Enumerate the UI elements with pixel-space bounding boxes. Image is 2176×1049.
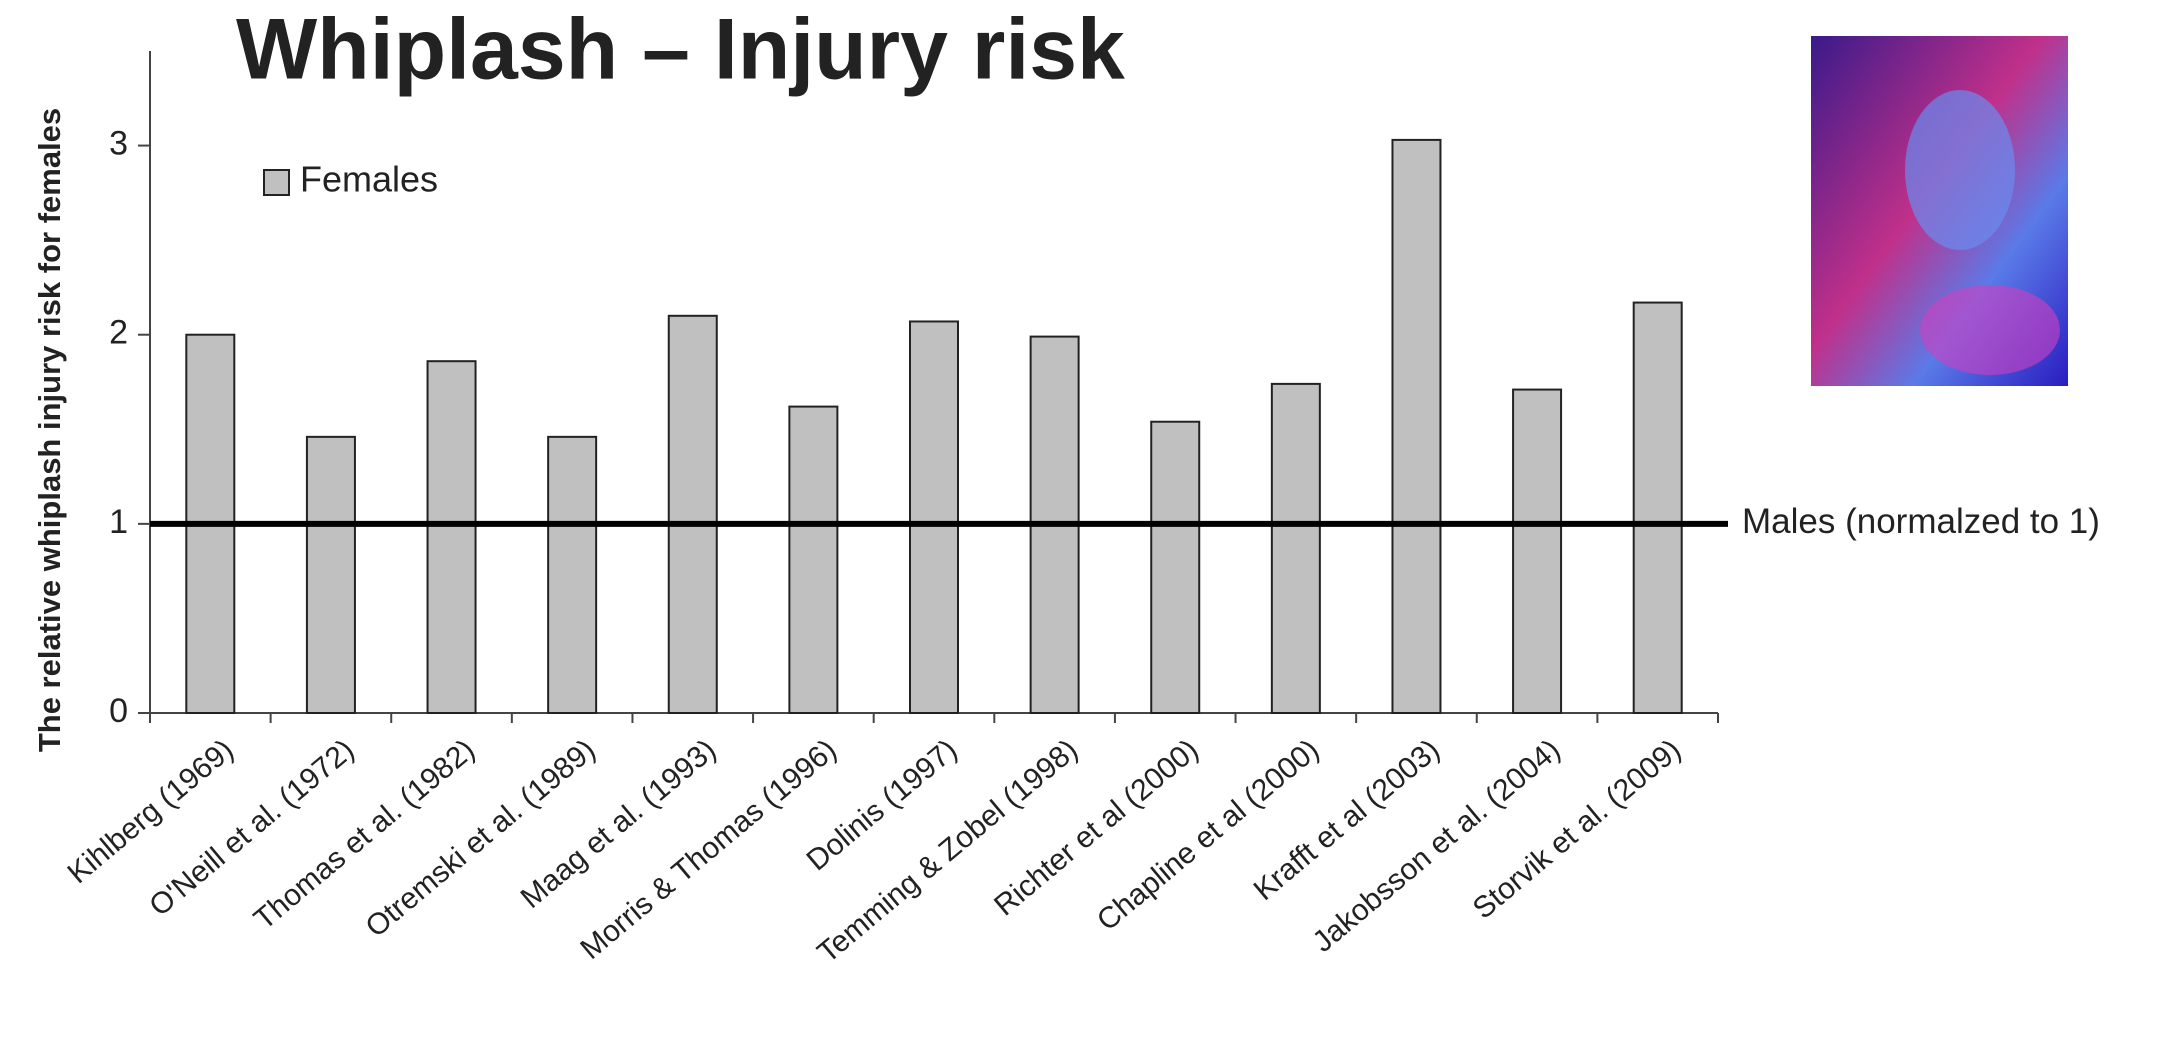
y-tick-label: 0 xyxy=(109,692,128,730)
bar xyxy=(1391,138,1442,714)
bar xyxy=(305,435,356,714)
bar xyxy=(547,435,598,714)
y-axis-label: The relative whiplash injury risk for fe… xyxy=(32,108,67,752)
bar xyxy=(909,320,959,714)
bar xyxy=(1150,420,1201,714)
bar xyxy=(426,360,477,714)
bar xyxy=(1270,382,1321,714)
bar xyxy=(667,314,718,714)
reference-label: Males (normalzed to 1) xyxy=(1742,502,2100,541)
x-tick-label: O'Neill et al. (1972) xyxy=(143,733,360,923)
x-tick-label: Richter et al (2000) xyxy=(988,733,1205,922)
legend-label: Females xyxy=(300,159,438,200)
photo xyxy=(1811,36,2068,386)
x-tick-label: Otremski et al. (1989) xyxy=(360,733,602,944)
x-tick-label: Jakobsson et al. (2004) xyxy=(1307,733,1567,959)
bar xyxy=(1512,388,1563,714)
x-tick-label: Maag et al. (1993) xyxy=(515,733,723,915)
x-tick-label: Storvik et al. (2009) xyxy=(1467,733,1687,925)
y-tick-label: 2 xyxy=(109,314,128,352)
x-tick-label: Chapline et al (2000) xyxy=(1091,733,1326,937)
bar xyxy=(1632,301,1683,714)
y-tick-label: 3 xyxy=(109,125,128,163)
x-tick-label: Thomas et al. (1982) xyxy=(248,733,481,936)
chart-title: Whiplash – Injury risk xyxy=(236,2,1125,98)
legend-swatch xyxy=(263,169,290,196)
y-tick-label: 1 xyxy=(109,503,128,541)
bar xyxy=(788,405,839,714)
